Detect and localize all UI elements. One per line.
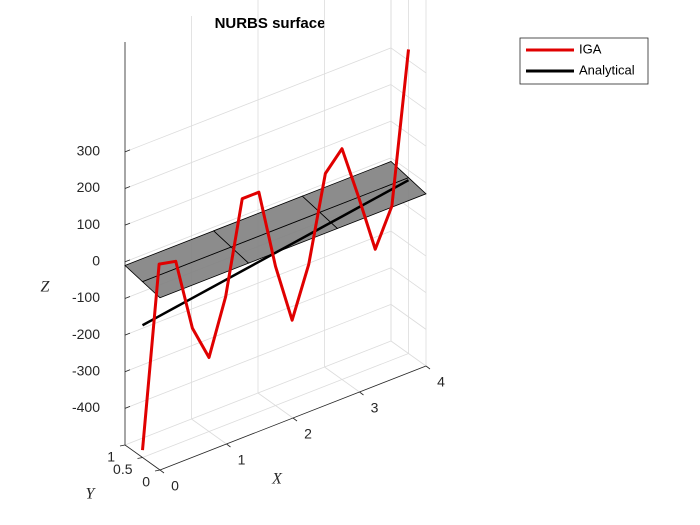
z-tick <box>124 296 131 299</box>
grid-line <box>124 84 392 189</box>
y-tick-label: 0 <box>142 474 150 490</box>
z-tick-label: 0 <box>92 253 100 269</box>
z-tick-label: 300 <box>77 143 101 159</box>
x-tick-label: 0 <box>171 478 179 494</box>
y-tick-label: 1 <box>107 449 115 465</box>
legend-label: IGA <box>579 41 602 56</box>
grid-line <box>142 353 409 458</box>
z-tick <box>124 222 131 226</box>
y-tick <box>137 457 143 459</box>
z-tick <box>124 149 131 153</box>
x-tick-label: 2 <box>304 426 312 442</box>
x-tick <box>292 417 298 422</box>
z-tick-label: 200 <box>77 179 101 195</box>
grid-line <box>124 47 392 153</box>
legend-box <box>519 37 649 85</box>
z-tick-label: -300 <box>72 362 100 378</box>
z-tick <box>124 332 131 336</box>
x-tick <box>425 365 431 370</box>
grid-line <box>124 267 392 373</box>
grid-line <box>390 230 427 257</box>
z-tick-label: -100 <box>72 289 100 305</box>
grid-line <box>124 340 392 446</box>
y-tick <box>154 469 161 472</box>
x-tick-label: 3 <box>371 400 379 416</box>
chart-title: NURBS surface <box>215 15 326 32</box>
y-tick-label: 0.5 <box>113 461 133 477</box>
z-tick-label: 100 <box>77 216 101 232</box>
grid-line <box>390 84 427 110</box>
grid-line <box>124 120 392 226</box>
z-axis-label: Z <box>41 279 51 296</box>
legend-label: Analytical <box>579 62 635 77</box>
z-tick <box>124 405 131 409</box>
x-tick <box>359 391 364 396</box>
z-tick <box>124 186 131 189</box>
grid-line <box>390 304 427 330</box>
x-axis-label: X <box>271 471 283 488</box>
x-tick-label: 4 <box>437 374 445 390</box>
x-tick-label: 1 <box>238 452 246 468</box>
y-tick <box>119 444 126 447</box>
y-axis-label: Y <box>86 486 97 503</box>
grid-line <box>124 303 392 409</box>
grid-line <box>124 157 392 263</box>
z-tick-label: -200 <box>72 326 100 342</box>
z-tick-label: -400 <box>72 399 100 415</box>
z-tick <box>124 259 131 263</box>
x-tick <box>159 469 165 474</box>
x-tick <box>226 443 231 448</box>
grid-line <box>390 267 427 294</box>
z-tick <box>124 369 131 373</box>
series-line <box>141 49 410 451</box>
grid-line <box>124 230 392 336</box>
grid-line <box>390 120 427 147</box>
